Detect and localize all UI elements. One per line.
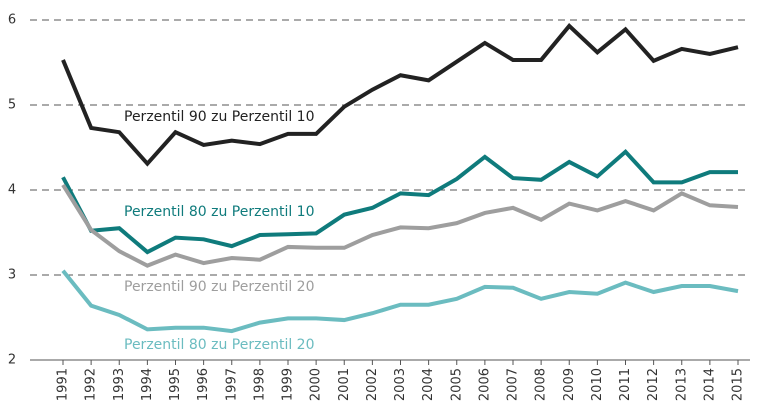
x-tick-label: 2004 <box>421 368 436 401</box>
x-tick-label: 1997 <box>224 368 239 401</box>
x-tick-label: 1999 <box>281 368 296 401</box>
x-tick-label: 2011 <box>618 368 633 401</box>
x-tick-label: 2012 <box>646 368 661 401</box>
x-tick-label: 2008 <box>534 368 549 401</box>
x-tick-label: 2000 <box>309 368 324 401</box>
series-line <box>61 23 739 167</box>
series-label: Perzentil 90 zu Perzentil 10 <box>124 109 314 125</box>
series-label: Perzentil 90 zu Perzentil 20 <box>124 279 314 295</box>
x-tick-label: 1996 <box>196 368 211 401</box>
y-tick-label: 2 <box>8 353 16 368</box>
y-tick-label: 5 <box>8 98 16 113</box>
y-tick-label: 6 <box>8 13 16 28</box>
series-label: Perzentil 80 zu Perzentil 20 <box>124 337 314 353</box>
series-line <box>61 148 738 255</box>
x-tick-label: 1992 <box>84 368 99 401</box>
x-tick-label: 2006 <box>477 368 492 401</box>
series-line <box>61 183 739 268</box>
x-tick-label: 2013 <box>674 368 689 401</box>
x-tick-label: 2010 <box>590 368 605 401</box>
x-tick-label: 2003 <box>393 368 408 401</box>
x-tick-label: 2015 <box>731 368 746 401</box>
x-tick-label: 2005 <box>449 368 464 401</box>
x-tick-label: 1991 <box>56 368 71 401</box>
x-tick-label: 2002 <box>365 368 380 401</box>
x-tick-label: 2009 <box>562 368 577 401</box>
x-tick-label: 2007 <box>506 368 521 401</box>
series-label: Perzentil 80 zu Perzentil 10 <box>124 204 314 220</box>
y-tick-label: 4 <box>8 183 16 198</box>
x-tick-label: 2001 <box>337 368 352 401</box>
x-tick-label: 1993 <box>112 368 127 401</box>
x-tick-label: 1994 <box>140 368 155 401</box>
x-tick-label: 1995 <box>168 368 183 401</box>
x-tick-label: 1998 <box>252 368 267 401</box>
series-line <box>61 269 739 334</box>
y-tick-label: 3 <box>8 268 16 283</box>
x-tick-label: 2014 <box>702 368 717 401</box>
